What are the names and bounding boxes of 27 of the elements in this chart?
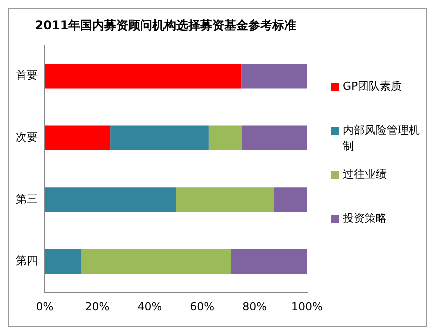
x-tick-label: 0% [36,300,54,314]
bar [176,188,274,212]
legend-label: 内部风险管理机制 [343,123,421,155]
x-tick-label: 100% [292,300,324,314]
y-tick-label: 首要 [16,69,38,82]
bar [242,126,308,151]
bar [45,188,176,212]
bar [208,126,242,151]
chart-title: 2011年国内募资顾问机构选择募资基金参考标准 [35,18,297,32]
x-tick-label: 20% [85,300,110,314]
bar [45,64,242,89]
legend-label: 过往业绩 [343,167,387,183]
bar [45,126,111,151]
y-tick-label: 第三 [16,192,38,206]
y-tick-label: 第四 [16,254,38,268]
x-tick-label: 80% [242,300,268,314]
x-tick-label: 40% [138,300,162,314]
bar [242,64,308,89]
x-tick-label: 60% [190,300,215,314]
bar [82,250,232,274]
y-tick-label: 次要 [16,131,38,144]
bar [274,188,308,212]
bar [110,126,209,151]
legend-label: 投资策略 [343,211,387,227]
legend-label: GP团队素质 [343,79,402,95]
bar [231,250,308,274]
bar [45,250,82,274]
